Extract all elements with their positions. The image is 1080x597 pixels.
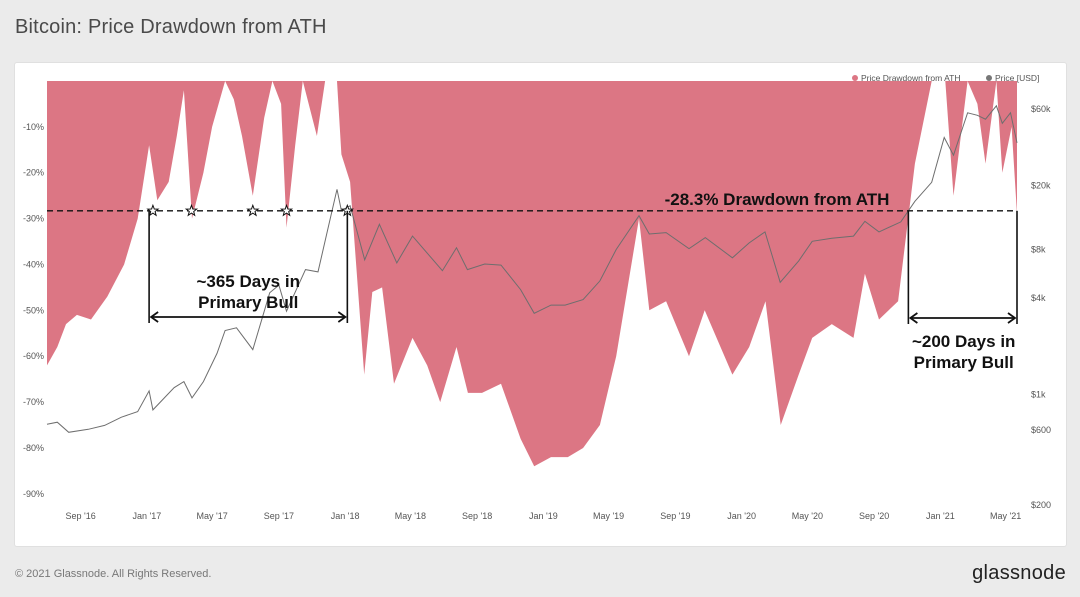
arrowhead-left: [149, 311, 159, 323]
legend-label-price: Price [USD]: [995, 73, 1039, 83]
y-left-tick-label: -10%: [23, 122, 44, 132]
bull-2017-bracket: [148, 210, 349, 323]
x-tick-label: May '19: [593, 511, 624, 521]
price-line: [46, 104, 1018, 433]
x-tick-label: Sep '18: [462, 511, 492, 521]
star-marker: [184, 203, 199, 217]
legend-label-drawdown: Price Drawdown from ATH: [861, 73, 961, 83]
drawdown-area: [47, 81, 1017, 467]
bull-2021-label: ~200 Days in: [912, 332, 1016, 351]
y-left-tick-label: -80%: [23, 443, 44, 453]
bull-2021-label: Primary Bull: [914, 353, 1014, 372]
bull-2021-bracket: [907, 210, 1018, 324]
x-tick-label: Sep '16: [66, 511, 96, 521]
arrowhead-left: [908, 312, 918, 324]
threshold-label: -28.3% Drawdown from ATH: [665, 190, 890, 209]
x-tick-label: Jan '18: [331, 511, 360, 521]
x-tick-label: Jan '17: [133, 511, 162, 521]
arrowhead-right: [337, 311, 347, 323]
x-tick-label: Sep '20: [859, 511, 889, 521]
y-right-tick-label: $8k: [1031, 245, 1046, 255]
x-tick-label: Jan '20: [727, 511, 756, 521]
y-right-tick-label: $20k: [1031, 181, 1051, 191]
y-left-tick-label: -40%: [23, 259, 44, 269]
legend: Price Drawdown from ATH Price [USD]: [852, 73, 1039, 83]
bull-2017-label: Primary Bull: [198, 293, 298, 312]
x-tick-label: Jan '21: [926, 511, 955, 521]
legend-dot-drawdown: [852, 75, 858, 81]
y-right-tick-label: $4k: [1031, 293, 1046, 303]
x-tick-label: Sep '17: [264, 511, 294, 521]
star-marker: [279, 203, 294, 217]
y-right-tick-label: $600: [1031, 425, 1051, 435]
y-right-tick-label: $200: [1031, 500, 1051, 510]
y-right-tick-label: $1k: [1031, 389, 1046, 399]
y-left-tick-label: -70%: [23, 397, 44, 407]
chart-panel: Sep '16 Jan '17 May '17 Sep '17 Jan '18 May '…: [14, 62, 1067, 547]
chart: Sep '16 Jan '17 May '17 Sep '17 Jan '18 May '…: [23, 73, 1051, 521]
arrowhead-right: [1007, 312, 1017, 324]
y-left-tick-label: -90%: [23, 489, 44, 499]
y-right-tick-label: $60k: [1031, 104, 1051, 114]
y-left-tick-label: -30%: [23, 214, 44, 224]
x-tick-label: May '18: [395, 511, 426, 521]
bull-2017-label: ~365 Days in: [196, 272, 300, 291]
y-left-tick-label: -20%: [23, 168, 44, 178]
x-tick-label: May '20: [792, 511, 823, 521]
glassnode-logo: glassnode: [972, 562, 1066, 584]
footer-copyright: © 2021 Glassnode. All Rights Reserved.: [15, 568, 212, 580]
y-left-tick-label: -50%: [23, 305, 44, 315]
legend-dot-price: [986, 75, 992, 81]
x-tick-label: Jan '19: [529, 511, 558, 521]
star-marker: [246, 203, 260, 217]
star-marker: [146, 203, 160, 217]
x-tick-label: May '17: [196, 511, 227, 521]
x-tick-label: May '21: [990, 511, 1021, 521]
y-left-tick-label: -60%: [23, 351, 44, 361]
page-title: Bitcoin: Price Drawdown from ATH: [15, 16, 327, 38]
x-tick-label: Sep '19: [660, 511, 690, 521]
